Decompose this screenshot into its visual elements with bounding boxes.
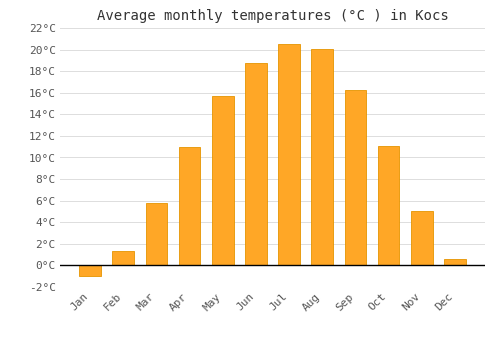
Bar — [278, 44, 300, 265]
Bar — [344, 90, 366, 265]
Bar — [411, 211, 432, 265]
Bar — [245, 63, 266, 265]
Bar — [312, 49, 333, 265]
Bar — [146, 203, 167, 265]
Bar — [80, 265, 101, 276]
Bar — [112, 251, 134, 265]
Bar — [212, 96, 234, 265]
Title: Average monthly temperatures (°C ) in Kocs: Average monthly temperatures (°C ) in Ko… — [96, 9, 448, 23]
Bar — [378, 146, 400, 265]
Bar — [179, 147, 201, 265]
Bar — [444, 259, 466, 265]
